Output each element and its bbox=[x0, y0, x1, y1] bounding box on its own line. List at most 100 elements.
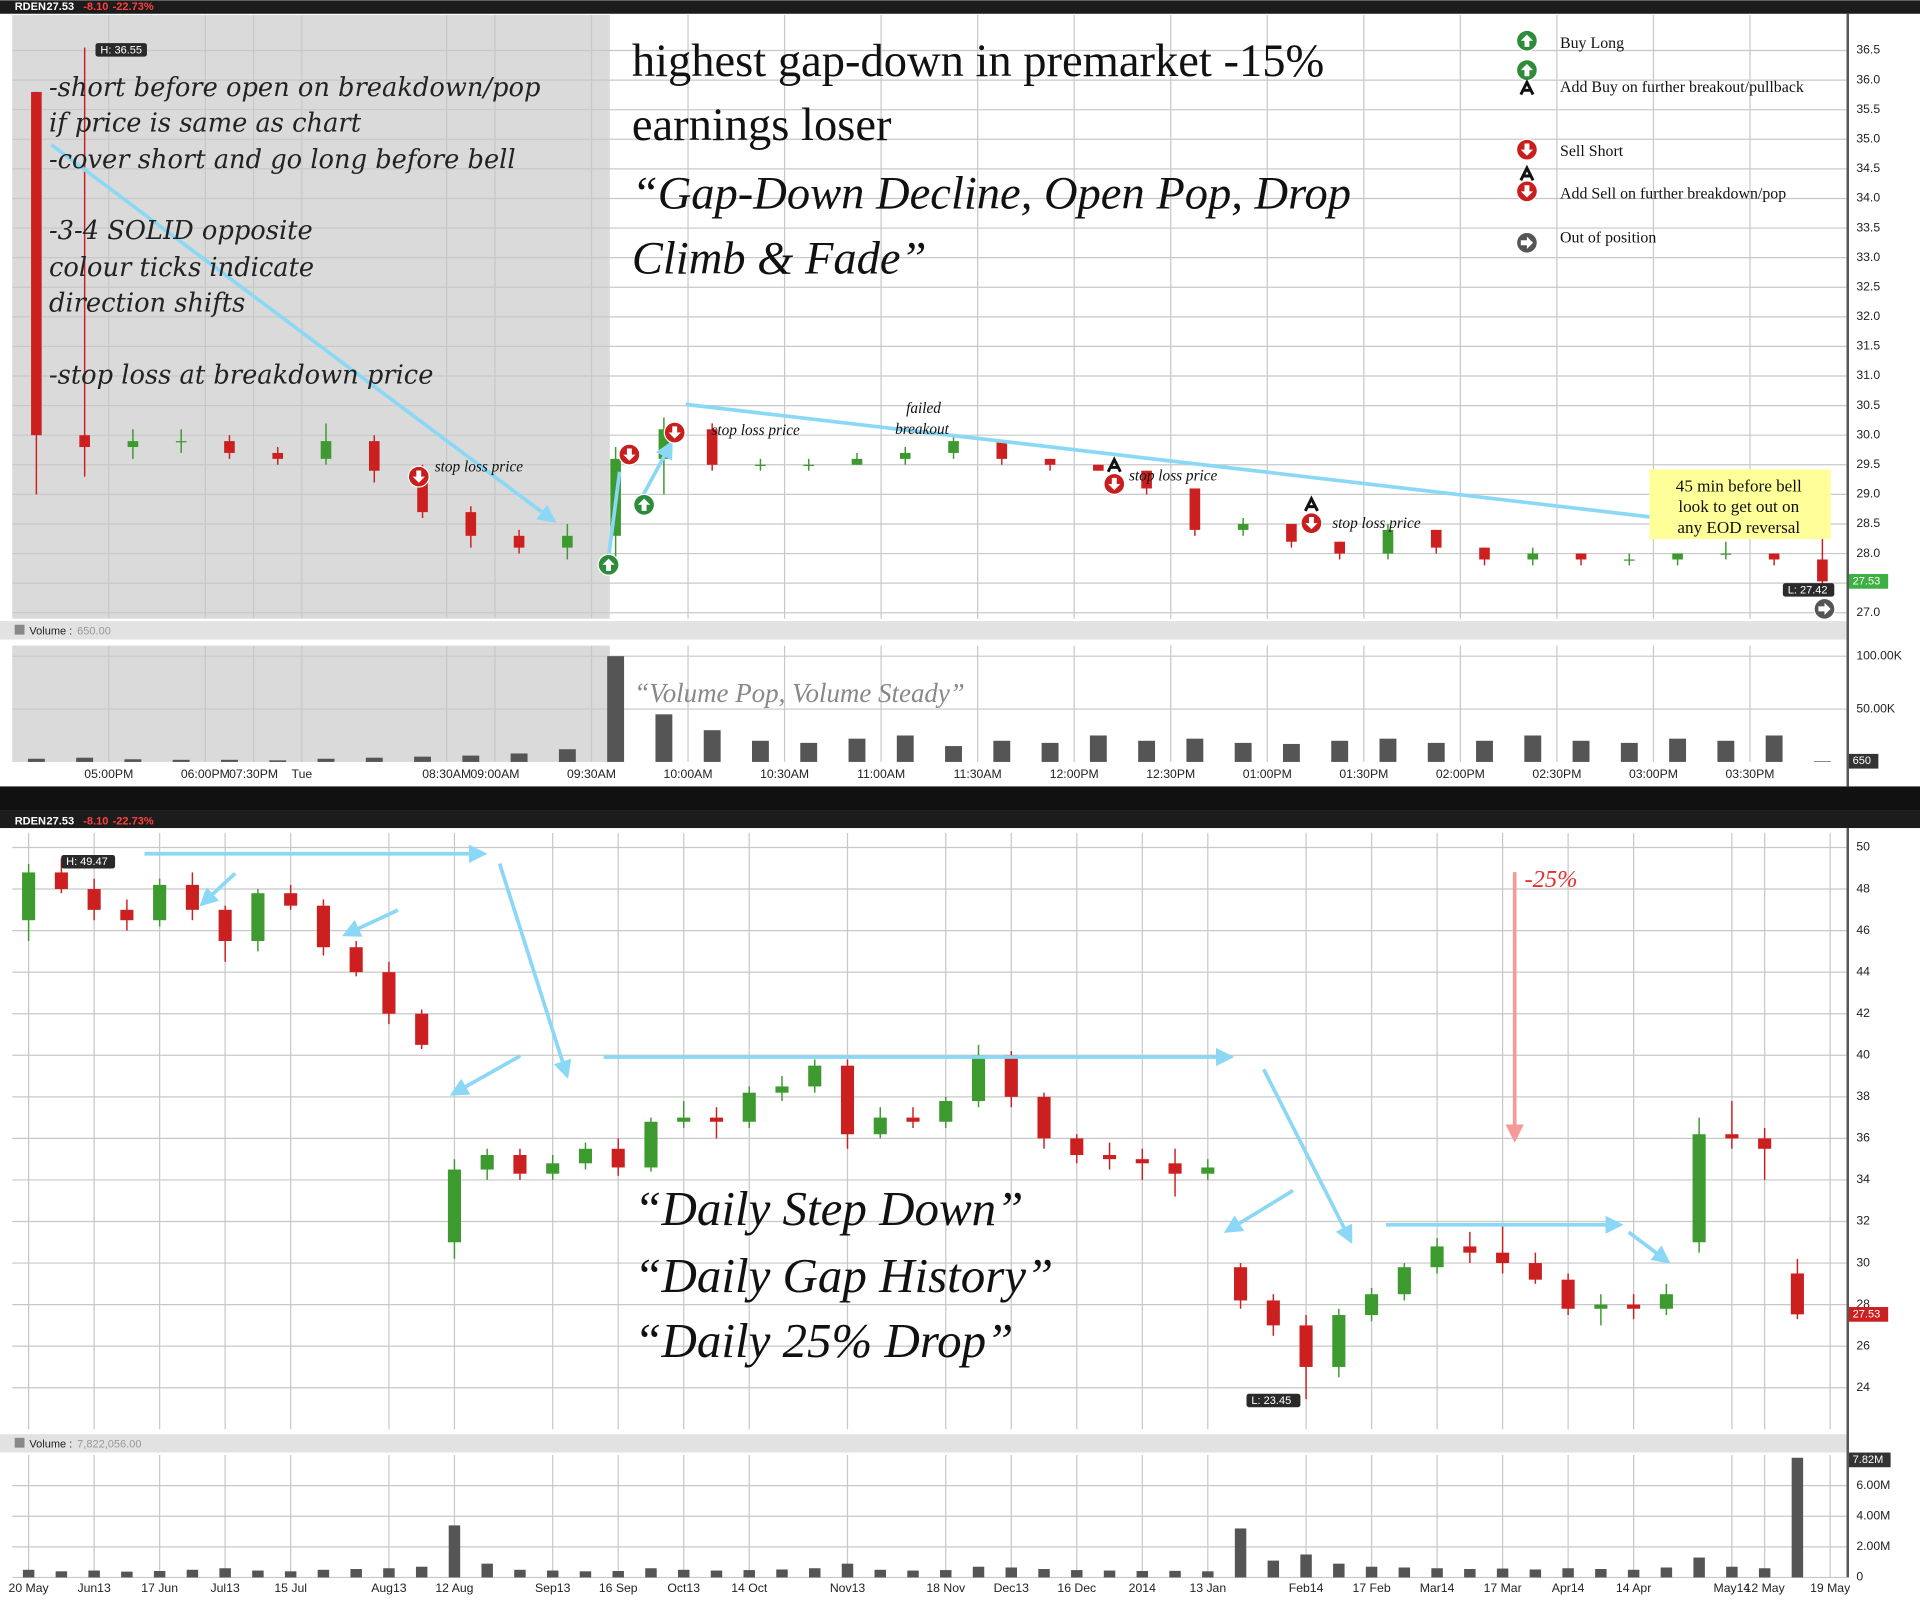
volume-bar bbox=[1005, 1567, 1018, 1578]
signal-arrow bbox=[1305, 517, 1318, 530]
x-tick-label: 14 Apr bbox=[1616, 1581, 1651, 1595]
volume-bar bbox=[1717, 740, 1735, 762]
last-value-label: 7.82M bbox=[1853, 1454, 1884, 1466]
signal-arrow bbox=[668, 426, 681, 439]
volume-bar bbox=[317, 758, 335, 762]
volume-bar bbox=[1333, 1563, 1345, 1578]
add-signal-icon bbox=[1519, 79, 1535, 96]
annotation: if price is same as chart bbox=[49, 108, 362, 138]
collapse-icon[interactable] bbox=[14, 1437, 25, 1448]
x-tick-label: 07:30PM bbox=[229, 767, 278, 781]
candle-body bbox=[1528, 1263, 1542, 1280]
volume-bar bbox=[88, 1570, 100, 1578]
x-tick-label: Apr14 bbox=[1552, 1581, 1585, 1595]
x-tick-label: 17 Feb bbox=[1353, 1581, 1391, 1595]
volume-bar bbox=[1562, 1568, 1574, 1578]
candle-body bbox=[1594, 1304, 1608, 1309]
trend-annotations bbox=[50, 143, 1831, 1264]
annotation: 45 min before bell bbox=[1676, 476, 1802, 495]
candle-body bbox=[1725, 1134, 1739, 1139]
trend-arrow bbox=[449, 1054, 522, 1096]
y-tick-label: 32.0 bbox=[1856, 309, 1880, 323]
annotation: “Gap-Down Decline, Open Pop, Drop bbox=[632, 168, 1351, 219]
volume-bar bbox=[800, 742, 818, 762]
volume-bar bbox=[1726, 1566, 1738, 1578]
volume-bar bbox=[414, 756, 431, 762]
volume-bar bbox=[383, 1568, 395, 1578]
candle-body bbox=[562, 535, 573, 548]
candle-body bbox=[1430, 529, 1442, 548]
y-tick-label: 4.00M bbox=[1856, 1508, 1890, 1522]
annotation: look to get out on bbox=[1678, 497, 1799, 516]
volume-bar bbox=[579, 1571, 592, 1578]
volume-bar bbox=[1234, 742, 1252, 762]
candle-body bbox=[251, 893, 265, 941]
signal-arrow bbox=[1520, 236, 1534, 249]
trend-arrow bbox=[341, 908, 399, 937]
last-value-box bbox=[1848, 574, 1889, 589]
x-tick-label: 02:30PM bbox=[1532, 767, 1581, 781]
volume-bar bbox=[121, 1571, 133, 1578]
x-tick-label: 17 Jun bbox=[141, 1581, 178, 1595]
change-pct: -22.73% bbox=[113, 815, 154, 827]
collapse-icon[interactable] bbox=[14, 624, 25, 635]
candle-body bbox=[320, 441, 332, 459]
volume-bar bbox=[22, 1569, 35, 1578]
y-tick-label: 33.0 bbox=[1856, 250, 1880, 264]
candle-body bbox=[1070, 1138, 1084, 1156]
candle-body bbox=[906, 1117, 920, 1122]
y-tick-label: 30 bbox=[1856, 1255, 1870, 1269]
candle-body bbox=[1037, 1096, 1051, 1139]
x-tick-label: Sep13 bbox=[535, 1581, 571, 1595]
trend-arrow bbox=[497, 863, 572, 1079]
candle-body bbox=[272, 452, 284, 459]
candle-body bbox=[939, 1100, 953, 1122]
volume-bar bbox=[655, 714, 673, 762]
candle-body bbox=[1397, 1267, 1411, 1295]
volume-bar bbox=[1572, 740, 1590, 762]
candle-body bbox=[873, 1117, 887, 1135]
volume-bar bbox=[124, 759, 142, 762]
x-tick-label: 03:30PM bbox=[1726, 767, 1775, 781]
volume-bar bbox=[809, 1568, 821, 1578]
trend-arrow bbox=[1262, 1068, 1353, 1244]
legend-text: Add Sell on further breakdown/pop bbox=[1560, 186, 1786, 203]
candle-body bbox=[87, 889, 101, 910]
volume-title: Volume : bbox=[29, 626, 72, 638]
volume-bar bbox=[1365, 1566, 1378, 1578]
x-tick-label: 17 Mar bbox=[1484, 1581, 1522, 1595]
trend-arrow bbox=[637, 440, 673, 504]
volume-bar bbox=[558, 749, 576, 762]
annotation: failed bbox=[906, 400, 941, 417]
x-tick-label: 12 Aug bbox=[435, 1581, 473, 1595]
x-tick-label: 08:30AM bbox=[422, 767, 471, 781]
candle-body bbox=[1561, 1279, 1575, 1309]
candle-body bbox=[316, 905, 330, 948]
candle-body bbox=[1382, 529, 1394, 554]
x-tick-label: Dec13 bbox=[994, 1581, 1030, 1595]
candle-body bbox=[1168, 1163, 1182, 1174]
axis-border bbox=[1846, 828, 1849, 1578]
candle-body bbox=[1044, 458, 1056, 465]
volume-bar bbox=[219, 1568, 231, 1578]
candle-body bbox=[1141, 470, 1152, 489]
candle-body bbox=[79, 435, 90, 448]
candle-body bbox=[1334, 541, 1345, 554]
extreme-label: L: 27.42 bbox=[1788, 584, 1828, 596]
candle-body bbox=[1479, 547, 1490, 560]
volume-bar bbox=[1427, 742, 1445, 762]
annotation: -cover short and go long before bell bbox=[49, 145, 516, 175]
x-tick-label: 06:00PM bbox=[181, 767, 230, 781]
candle-body bbox=[1299, 1325, 1313, 1367]
candle-body bbox=[1496, 1252, 1510, 1264]
last-value-label: 27.53 bbox=[1853, 1308, 1881, 1320]
change: -8.10 bbox=[83, 1, 108, 13]
volume-bar bbox=[907, 1570, 919, 1578]
volume-bar bbox=[993, 740, 1011, 762]
x-tick-label: 12 May bbox=[1745, 1581, 1786, 1595]
x-tick-label: 18 Nov bbox=[926, 1581, 966, 1595]
candle-body bbox=[644, 1121, 658, 1168]
annotation: -3-4 SOLID opposite bbox=[49, 216, 313, 246]
candle-body bbox=[803, 464, 815, 467]
volume-bar bbox=[874, 1569, 886, 1578]
